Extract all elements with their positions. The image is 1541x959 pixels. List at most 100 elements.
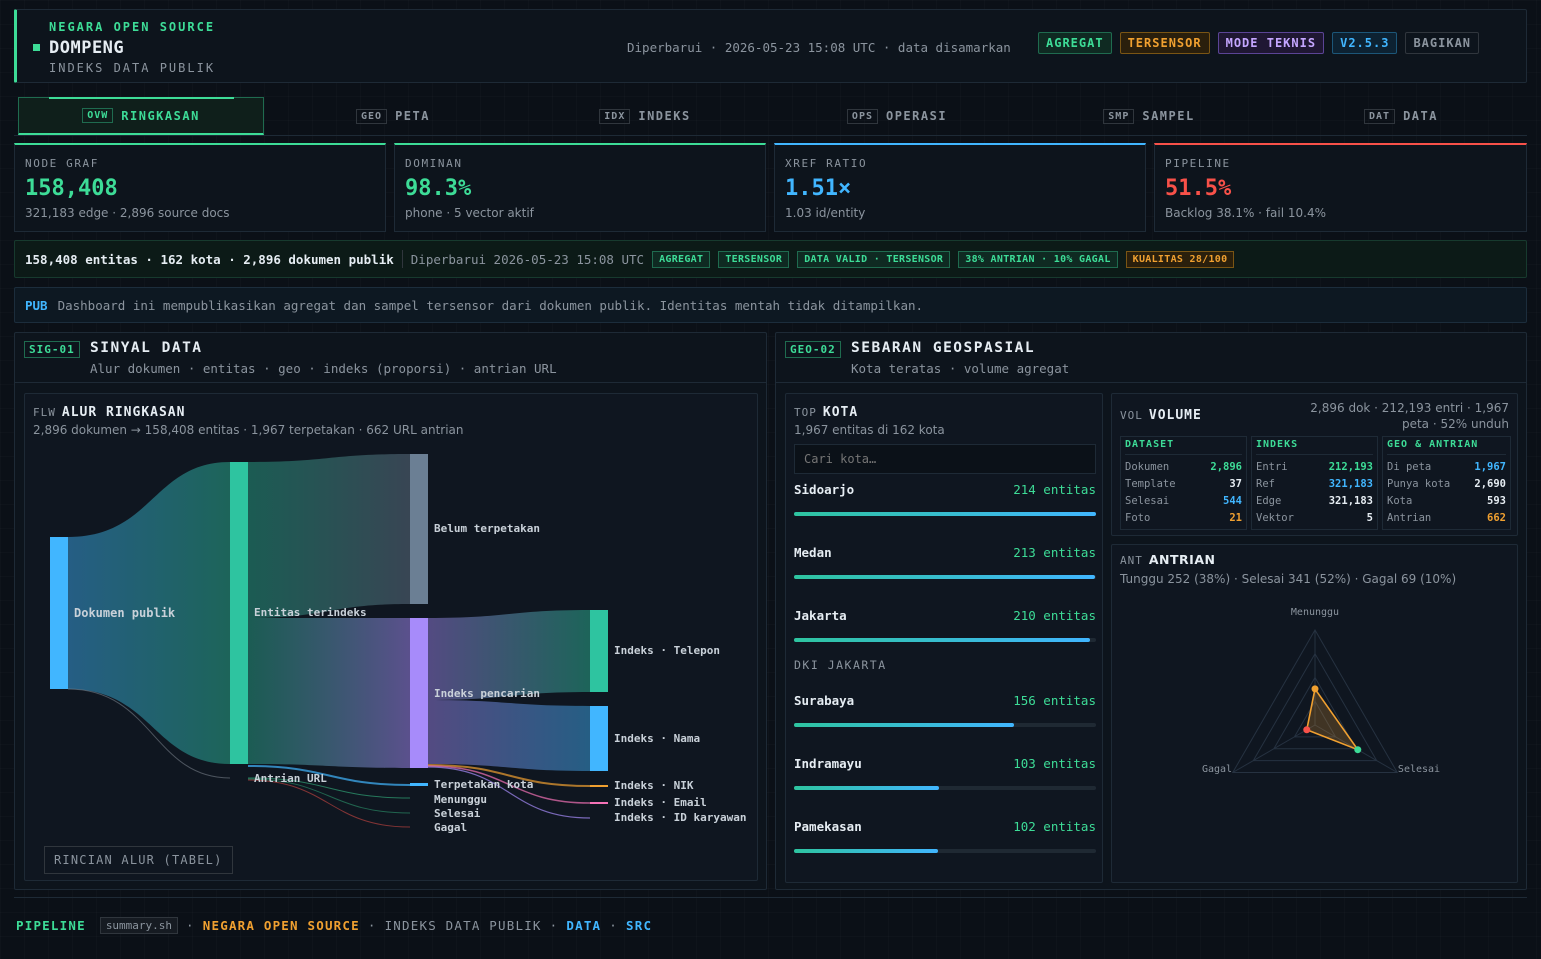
link-queue-done — [247, 778, 411, 814]
city-name: Pamekasan — [794, 819, 862, 834]
kpi-sub: Backlog 38.1% · fail 10.4% — [1165, 206, 1326, 220]
tab-label: SAMPEL — [1142, 109, 1195, 123]
volume-col-geo: GEO & ANTRIAN Di peta 1,967 Punya kota 2,6… — [1382, 436, 1511, 530]
notice-code: PUB — [25, 297, 48, 313]
tab-label: DATA — [1403, 109, 1438, 123]
city-bar-track — [794, 638, 1096, 642]
app-title: DOMPENG — [49, 38, 125, 58]
section-code: GEO-02 — [785, 341, 841, 358]
radar-grid-ring — [1272, 676, 1358, 750]
card-code: VOL — [1120, 409, 1143, 422]
radar-grid-ring — [1231, 628, 1399, 773]
vol-key: Dokumen — [1125, 461, 1170, 473]
status-summary: 158,408 entitas · 162 kota · 2,896 dokum… — [25, 251, 394, 267]
chip-agregat: AGREGAT — [652, 250, 711, 268]
volume-col-indeks: INDEKS Entri 212,193 Ref 321,183 Edge 321,1… — [1251, 436, 1378, 530]
kpi-node-graf: NODE GRAF 158,408 321,183 edge · 2,896 s… — [14, 143, 386, 232]
city-count: 214 entitas — [1013, 482, 1096, 497]
chip-antrian: 38% ANTRIAN · 10% GAGAL — [958, 250, 1118, 268]
city-bar-fill — [794, 723, 1015, 727]
node-unmapped — [410, 454, 428, 604]
city-bar-fill — [794, 638, 1091, 642]
kpi-dominan: DOMINAN 98.3% phone · 5 vector aktif — [394, 143, 766, 232]
city-name: Medan — [794, 545, 832, 560]
vol-value: 321,183 — [1328, 478, 1373, 490]
label-wait: Menunggu — [434, 793, 487, 806]
label-queue: Antrian URL — [254, 772, 327, 785]
label-docs: Dokumen publik — [74, 606, 176, 620]
flow-table-button[interactable]: RINCIAN ALUR (TABEL) — [44, 846, 233, 874]
kpi-value: 158,408 — [25, 176, 118, 201]
footer-file[interactable]: summary.sh — [99, 917, 179, 934]
vol-key: Foto — [1125, 512, 1151, 524]
card-title: VOLUME — [1148, 408, 1202, 423]
city-search-input[interactable] — [794, 444, 1096, 474]
tab-sampel[interactable]: SMP SAMPEL — [1026, 97, 1272, 135]
radar-grid-ring — [1293, 700, 1337, 738]
label-phone: Indeks · Telepon — [614, 644, 720, 657]
share-button[interactable]: BAGIKAN — [1405, 32, 1480, 54]
vol-value: 37 — [1229, 478, 1242, 490]
tab-code: IDX — [599, 108, 631, 124]
footer-index-link[interactable]: INDEKS DATA PUBLIK — [384, 918, 542, 933]
volume-col-dataset: DATASET Dokumen 2,896 Template 37 Selesai 5… — [1120, 436, 1247, 530]
footer-data-link[interactable]: DATA — [566, 918, 602, 933]
tab-peta[interactable]: GEO PETA — [270, 97, 516, 135]
flow-code: FLW — [33, 406, 56, 419]
badge-agregat: AGREGAT — [1038, 32, 1112, 54]
city-bar-fill — [794, 786, 940, 790]
kpi-pipeline: PIPELINE 51.5% Backlog 38.1% · fail 10.4… — [1154, 143, 1527, 232]
link-entities-search — [248, 618, 410, 768]
footer-src-link[interactable]: SRC — [626, 918, 653, 933]
flow-card: FLW ALUR RINGKASAN 2,896 dokumen → 158,4… — [24, 393, 758, 881]
label-employee-id: Indeks · ID karyawan — [614, 811, 746, 824]
radar-axis-line — [1232, 724, 1316, 773]
label-done: Selesai — [434, 807, 481, 820]
mode-teknis-button[interactable]: MODE TEKNIS — [1217, 32, 1325, 54]
section-title: SINYAL DATA — [90, 340, 203, 356]
label-search: Indeks pencarian — [434, 687, 540, 700]
label-fail: Gagal — [434, 821, 467, 834]
vol-key: Entri — [1256, 461, 1288, 473]
node-search — [410, 618, 428, 768]
queue-subtitle: Tunggu 252 (38%) · Selesai 341 (52%) · G… — [1120, 572, 1457, 586]
tab-code: DAT — [1364, 108, 1396, 124]
col-head: GEO & ANTRIAN — [1387, 439, 1506, 455]
city-name: Surabaya — [794, 693, 855, 708]
link-docs-entities — [68, 462, 230, 764]
label-mapped: Terpetakan kota — [434, 778, 533, 791]
link-queue-wait — [247, 777, 411, 799]
volume-meta: 2,896 dok · 212,193 entri · 1,967 peta ·… — [1310, 401, 1509, 431]
status-strip: 158,408 entitas · 162 kota · 2,896 dokum… — [14, 240, 1527, 278]
section-title: SEBARAN GEOSPASIAL — [851, 340, 1036, 356]
city-count: 103 entitas — [1013, 756, 1096, 771]
radar-grid — [1231, 628, 1399, 773]
tab-indeks[interactable]: IDX INDEKS — [522, 97, 768, 135]
kpi-label: XREF RATIO — [785, 157, 868, 170]
top-cities-card: TOP KOTA 1,967 entitas di 162 kota Sidoa… — [785, 393, 1103, 883]
vol-value: 5 — [1366, 512, 1373, 524]
tab-ringkasan[interactable]: OVW RINGKASAN — [18, 97, 264, 135]
link-docs-queue — [67, 688, 231, 779]
footer-org-link[interactable]: NEGARA OPEN SOURCE — [202, 918, 360, 933]
radar-point-gagal — [1303, 726, 1311, 734]
sankey-diagram: Dokumen publik Entitas terindeks Antrian… — [50, 454, 746, 834]
tab-code: GEO — [356, 108, 388, 124]
link-search-name — [428, 700, 590, 771]
tab-data[interactable]: DAT DATA — [1278, 97, 1524, 135]
queue-card: ANT ANTRIAN Tunggu 252 (38%) · Selesai 3… — [1111, 544, 1518, 883]
card-code: ANT — [1120, 554, 1143, 567]
vol-value: 321,183 — [1328, 495, 1373, 507]
city-name: Jakarta — [794, 608, 847, 623]
section-subtitle: Kota teratas · volume agregat — [851, 361, 1070, 376]
vol-key: Antrian — [1387, 512, 1432, 524]
col-head: DATASET — [1125, 439, 1242, 455]
city-name: Indramayu — [794, 756, 862, 771]
city-bar-fill — [794, 512, 1096, 516]
city-group-label: DKI JAKARTA — [794, 658, 887, 672]
vol-key: Punya kota — [1387, 478, 1451, 490]
vol-key: Ref — [1256, 478, 1275, 490]
tab-operasi[interactable]: OPS OPERASI — [774, 97, 1020, 135]
updated-text: Diperbarui · 2026-05-23 15:08 UTC · data… — [627, 40, 1011, 55]
link-entities-mapped — [247, 765, 411, 786]
